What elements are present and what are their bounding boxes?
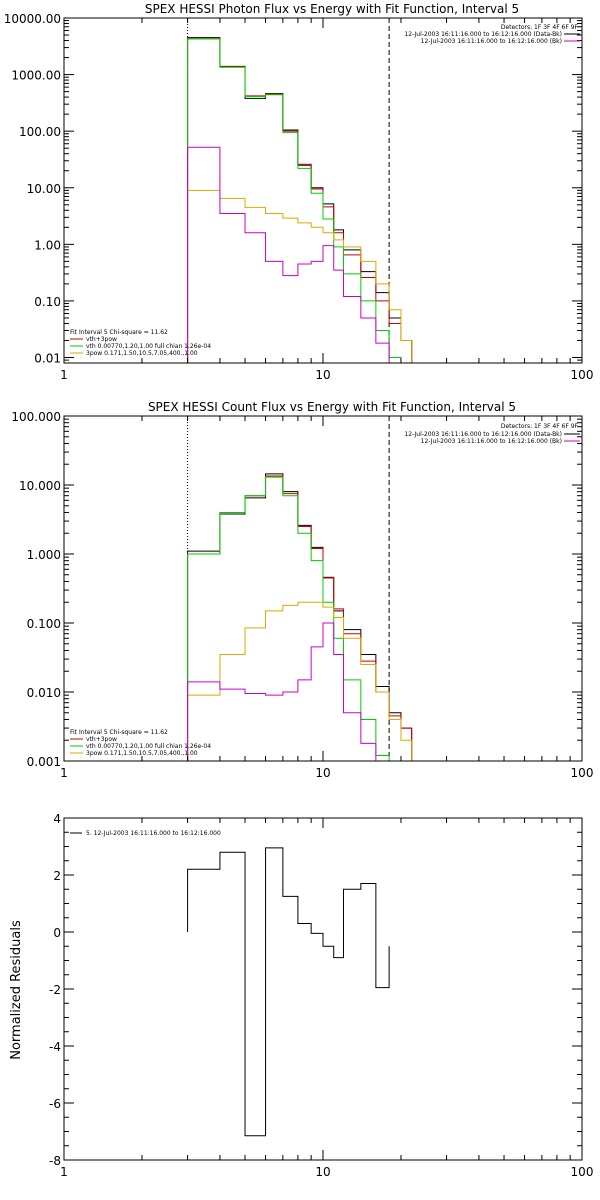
y-tick-label: 0.10 xyxy=(34,295,61,309)
y-tick-label: 0.100 xyxy=(27,617,61,631)
y-tick-label: 100.00 xyxy=(19,125,61,139)
plot-frame xyxy=(63,817,583,1161)
plot-area xyxy=(187,18,413,363)
series-line-3pow xyxy=(187,601,413,761)
fit-legend: Fit Interval 5 Chi-square = 11.62 vth+3p… xyxy=(70,729,211,757)
y-tick-label: 1.000 xyxy=(27,548,61,562)
y-tick-label: -4 xyxy=(49,1040,61,1054)
legend-entry-data-minus-bk: 12-Jul-2003 16:11:16.000 to 16:12:16.000… xyxy=(404,31,562,38)
y-tick-label: 10000.00 xyxy=(4,12,61,26)
y-tick-label: 0 xyxy=(53,926,61,940)
axes: 1 10 100 100.000 10.000 1.000 0.100 0.010 0.001 xyxy=(11,410,593,780)
legend-entry-3pow: 3pow 0.171,1.50,10.5,7.05,400.,1.00 xyxy=(86,350,198,357)
y-tick-label: -2 xyxy=(49,983,61,997)
legend-entry-vth: vth 0.00770,1.20,1.00 full chian 1.26e-0… xyxy=(86,343,211,350)
y-tick-label: 0.001 xyxy=(27,755,61,769)
x-tick-label: 100 xyxy=(571,368,594,382)
legend-entry-vth: vth 0.00770,1.20,1.00 full chian 1.26e-0… xyxy=(86,743,211,750)
x-tick-label: 10 xyxy=(315,368,330,382)
legend-entry-data-minus-bk: 12-Jul-2003 16:11:16.000 to 16:12:16.000… xyxy=(404,431,562,438)
y-tick-label: 0.010 xyxy=(27,686,61,700)
chart-title: SPEX HESSI Count Flux vs Energy with Fit… xyxy=(148,400,516,414)
y-tick-label: -8 xyxy=(49,1154,61,1168)
y-tick-label: 0.01 xyxy=(34,352,61,366)
x-tick-label: 10 xyxy=(315,1165,330,1179)
series-line-12-jul-2003-16-11-16-000-to-16-12-16-000-bk xyxy=(187,622,377,761)
top-legend: Detectors: 1F 3F 4F 6F 9F 12-Jul-2003 16… xyxy=(404,423,580,445)
legend-entry-3pow: 3pow 0.171,1.50,10.5,7.05,400.,1.00 xyxy=(86,750,198,757)
x-tick-label: 100 xyxy=(571,766,594,780)
legend-entry-detectors: Detectors: 1F 3F 4F 6F 9F xyxy=(501,423,579,430)
legend-entry-fit-interval: Fit Interval 5 Chi-square = 11.62 xyxy=(70,729,168,736)
series-line-vth xyxy=(187,38,402,363)
legend-entry-detectors: Detectors: 1F 3F 4F 6F 9F xyxy=(501,24,579,31)
y-tick-label: -6 xyxy=(49,1097,61,1111)
residuals-chart: 1 10 100 4 2 0 -2 -4 -6 -8 Normalized Residuals 5… xyxy=(9,812,593,1179)
y-tick-label: 2 xyxy=(53,869,61,883)
legend-entry-vth-3pow: vth+3pow xyxy=(86,336,117,343)
y-tick-label: 100.000 xyxy=(11,410,61,424)
series-line-5-12-jul-2003-16-11-16-000-to-16-12-16-000 xyxy=(187,847,390,1137)
y-tick-label: 1000.00 xyxy=(11,69,61,83)
series-line-12-jul-2003-16-11-16-000-to-16-12-16-000-data-bk xyxy=(187,37,413,363)
count-flux-chart: SPEX HESSI Count Flux vs Energy with Fit… xyxy=(11,400,593,780)
series-line-vth-3pow xyxy=(187,38,413,363)
series-line-vth-3pow xyxy=(187,475,413,761)
plot-area xyxy=(187,416,413,761)
x-tick-label: 1 xyxy=(60,766,68,780)
y-tick-label: 10.00 xyxy=(27,182,61,196)
legend-entry-bk: 12-Jul-2003 16:11:16.000 to 16:12:16.000… xyxy=(421,438,562,445)
y-tick-label: 10.000 xyxy=(19,479,61,493)
residuals-legend: 5. 12-Jul-2003 16:11:16.000 to 16:12:16.… xyxy=(70,830,221,837)
y-axis-label: Normalized Residuals xyxy=(9,920,24,1060)
series-line-3pow xyxy=(187,189,413,363)
x-tick-label: 10 xyxy=(315,766,330,780)
legend-entry-bk: 12-Jul-2003 16:11:16.000 to 16:12:16.000… xyxy=(421,38,562,45)
chart-title: SPEX HESSI Photon Flux vs Energy with Fi… xyxy=(145,2,519,16)
fit-legend: Fit Interval 5 Chi-square = 11.62 vth+3p… xyxy=(70,329,211,357)
top-legend: Detectors: 1F 3F 4F 6F 9F 12-Jul-2003 16… xyxy=(404,24,580,45)
series-line-12-jul-2003-16-11-16-000-to-16-12-16-000-bk xyxy=(187,146,390,363)
axes: 1 10 100 4 2 0 -2 -4 -6 -8 xyxy=(49,812,593,1179)
photon-flux-chart: SPEX HESSI Photon Flux vs Energy with Fi… xyxy=(4,2,594,382)
series-line-12-jul-2003-16-11-16-000-to-16-12-16-000-data-bk xyxy=(187,473,413,761)
series-line-vth xyxy=(187,476,390,761)
x-tick-label: 1 xyxy=(60,368,68,382)
legend-entry-fit-interval: Fit Interval 5 Chi-square = 11.62 xyxy=(70,329,168,336)
legend-entry-interval: 5. 12-Jul-2003 16:11:16.000 to 16:12:16.… xyxy=(86,830,221,837)
plot-area xyxy=(187,847,390,1137)
y-tick-label: 1.00 xyxy=(34,238,61,252)
y-tick-label: 4 xyxy=(53,812,61,826)
x-tick-label: 100 xyxy=(571,1165,594,1179)
x-tick-label: 1 xyxy=(60,1165,68,1179)
legend-entry-vth-3pow: vth+3pow xyxy=(86,736,117,743)
axes: 1 10 100 10000.00 1000.00 100.00 10.00 1.00 0.10… xyxy=(4,12,594,382)
